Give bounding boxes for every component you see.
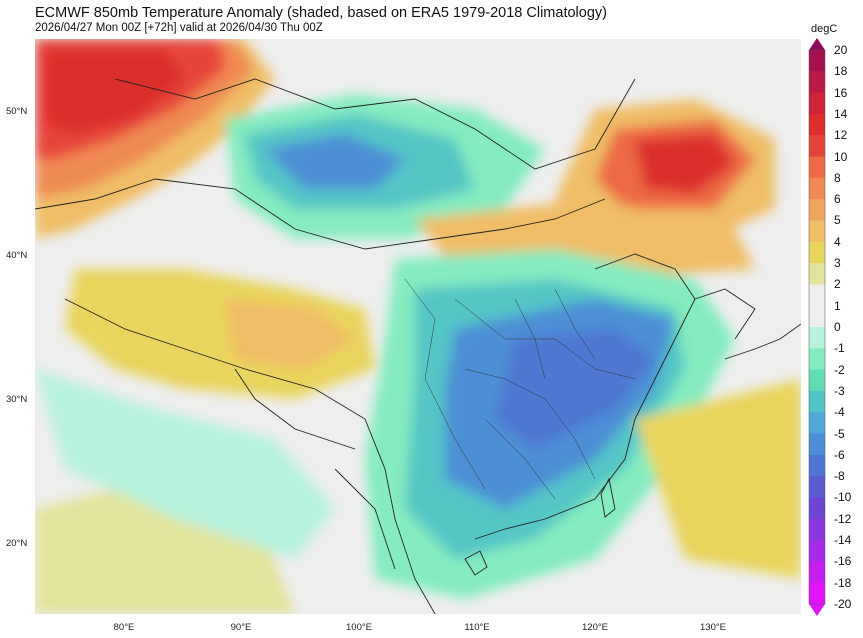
colorbar-swatch — [809, 369, 825, 392]
colorbar-swatch — [809, 561, 825, 584]
colorbar-swatch — [809, 241, 825, 264]
colorbar-swatch — [809, 518, 825, 541]
chart-subtitle: 2026/04/27 Mon 00Z [+72h] valid at 2026/… — [35, 22, 323, 34]
colorbar-tick-label: -14 — [834, 533, 852, 548]
colorbar-swatch — [809, 50, 825, 72]
colorbar-swatch — [809, 71, 825, 94]
lon-label-120e: 120°E — [582, 622, 608, 633]
colorbar-swatch — [809, 305, 825, 328]
colorbar-tick-label: -12 — [834, 511, 852, 526]
colorbar-swatch — [809, 135, 825, 158]
colorbar-swatch — [809, 582, 825, 605]
chart-title: ECMWF 850mb Temperature Anomaly (shaded,… — [35, 5, 607, 21]
colorbar-swatch — [809, 497, 825, 520]
colorbar-tick-label: 14 — [834, 106, 848, 121]
lat-label-40n: 40°N — [6, 250, 28, 261]
lon-label-110e: 110°E — [464, 622, 490, 633]
colorbar-tick-label: -6 — [834, 447, 845, 462]
lat-label-20n: 20°N — [6, 538, 28, 549]
colorbar-top-arrow — [809, 38, 825, 50]
colorbar-swatch — [809, 476, 825, 498]
colorbar-tick-label: -20 — [834, 597, 852, 611]
province-borders — [404, 278, 636, 500]
colorbar-bottom-arrow — [809, 604, 825, 616]
colorbar-swatch — [809, 92, 825, 115]
colorbar-tick-label: -4 — [834, 405, 845, 420]
colorbar-tick-label: -5 — [834, 426, 845, 441]
colorbar-swatch — [809, 220, 825, 243]
colorbar-tick-label: 3 — [834, 256, 841, 271]
colorbar-tick-label: 1 — [834, 298, 841, 313]
colorbar-tick-label: 16 — [834, 85, 848, 100]
colorbar-tick-label: 6 — [834, 192, 841, 207]
colorbar-swatch — [809, 433, 825, 456]
colorbar-swatch — [809, 348, 825, 371]
colorbar-tick-label: 2 — [834, 277, 841, 292]
colorbar-tick-label: 20 — [834, 43, 848, 57]
lon-label-80e: 80°E — [113, 622, 135, 633]
colorbar-swatch — [809, 177, 825, 200]
colorbar-swatch — [809, 199, 825, 221]
lat-label-30n: 30°N — [6, 394, 28, 405]
colorbar-tick-label: -18 — [834, 575, 852, 590]
colorbar-tick-label: 12 — [834, 128, 848, 143]
colorbar-tick-label: 8 — [834, 170, 841, 185]
colorbar-tick-label: -3 — [834, 383, 845, 398]
colorbar-swatch — [809, 390, 825, 413]
lon-label-90e: 90°E — [230, 622, 252, 633]
lon-label-130e: 130°E — [700, 622, 726, 633]
colorbar-tick-label: -10 — [834, 490, 852, 505]
anomaly-shading — [35, 39, 801, 614]
colorbar-swatch — [809, 156, 825, 179]
colorbar-tick-label: 18 — [834, 64, 848, 79]
colorbar-tick-label: 0 — [834, 320, 841, 334]
lon-label-100e: 100°E — [346, 622, 372, 633]
lat-label-50n: 50°N — [6, 106, 28, 117]
colorbar-tick-label: -8 — [834, 469, 845, 484]
colorbar-swatch — [809, 284, 825, 307]
colorbar-tick-label: 10 — [834, 149, 848, 164]
colorbar-unit: degC — [811, 23, 838, 35]
colorbar-swatch — [809, 327, 825, 349]
colorbar-tick-label: 4 — [834, 234, 841, 249]
colorbar-swatch — [809, 540, 825, 562]
colorbar-swatch — [809, 263, 825, 285]
colorbar-swatch — [809, 113, 825, 136]
colorbar-swatch — [809, 454, 825, 477]
colorbar — [808, 38, 826, 616]
colorbar-swatch — [809, 412, 825, 435]
anomaly-map — [35, 39, 801, 614]
colorbar-outline — [808, 49, 826, 605]
colorbar-tick-label: -16 — [834, 554, 852, 569]
colorbar-tick-label: -2 — [834, 362, 845, 377]
map-canvas — [35, 39, 801, 614]
coastlines — [35, 78, 801, 614]
colorbar-tick-label: -1 — [834, 341, 845, 356]
colorbar-tick-label: 5 — [834, 213, 841, 228]
